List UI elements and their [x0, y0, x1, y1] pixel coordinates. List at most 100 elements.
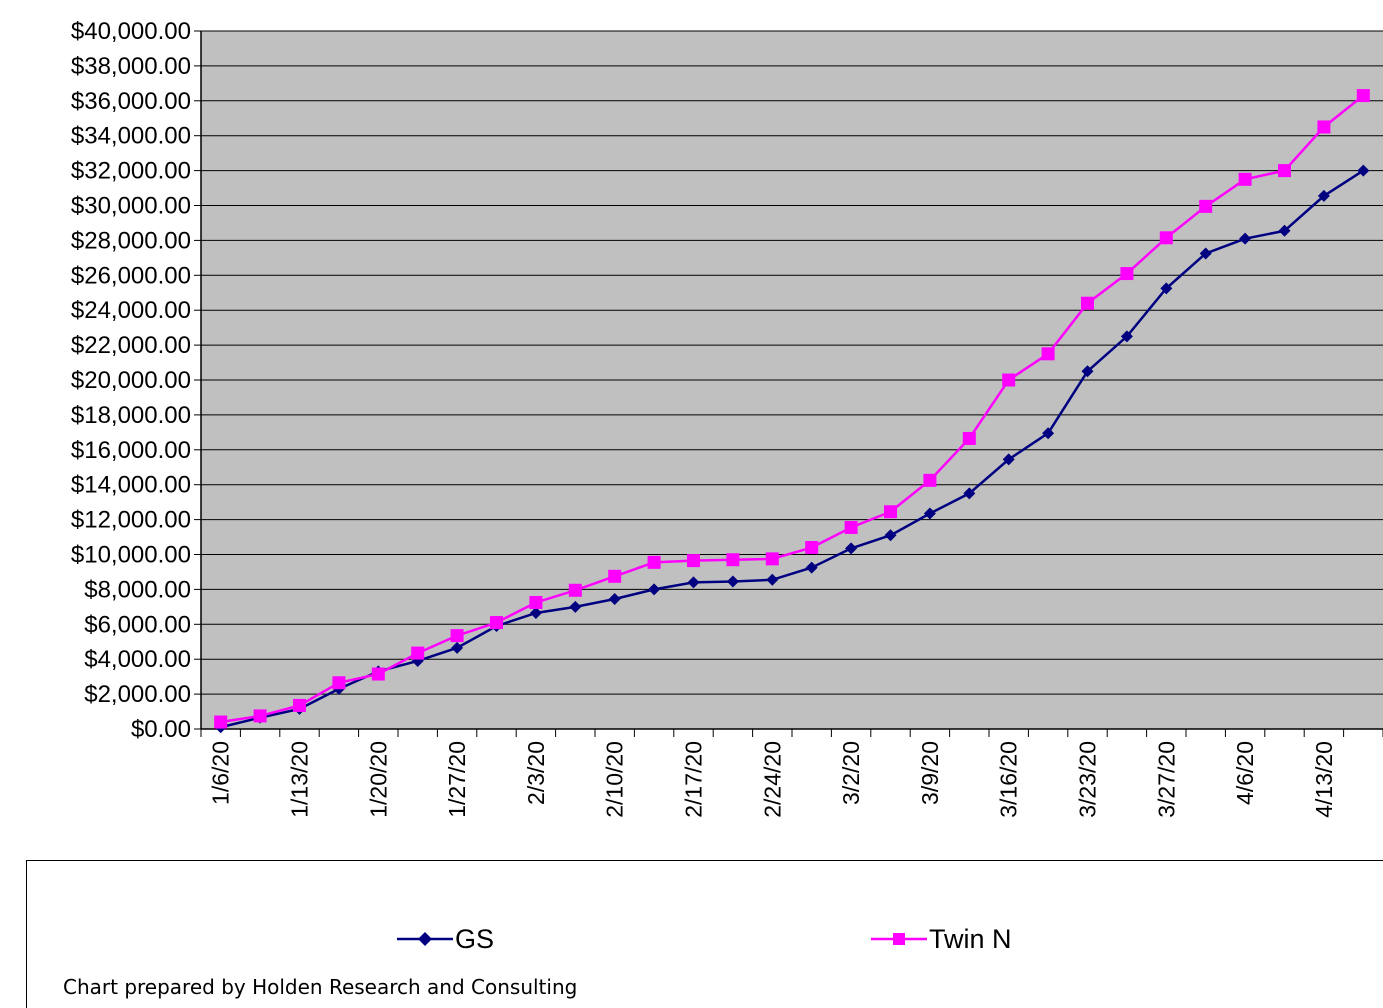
data-point-twin-n [253, 709, 267, 723]
data-point-gs [451, 641, 464, 654]
y-tick-label: $36,000.00 [71, 88, 191, 115]
data-point-gs [648, 583, 661, 596]
data-point-twin-n [371, 667, 385, 681]
data-point-twin-n [726, 553, 740, 567]
legend-item-twin-n: Twin N [869, 924, 1012, 954]
y-tick-label: $24,000.00 [71, 297, 191, 324]
data-point-twin-n [214, 715, 228, 729]
data-point-twin-n [1238, 172, 1252, 186]
legend-twin-n-label: Twin N [929, 923, 1012, 954]
data-point-twin-n [1199, 199, 1213, 213]
y-tick-label: $40,000.00 [71, 18, 191, 45]
y-tick-label: $30,000.00 [71, 193, 191, 220]
line-chart: $0.00 $2,000.00 $4,000.00 $6,000.00 $8,000.0… [71, 18, 1383, 818]
y-tick-label: $2,000.00 [84, 681, 191, 708]
data-point-twin-n [1081, 296, 1094, 310]
y-tick-label: $16,000.00 [71, 437, 191, 464]
data-point-gs [963, 487, 976, 500]
y-tick-label: $32,000.00 [71, 158, 191, 185]
y-tick-label: $34,000.00 [71, 123, 191, 150]
data-point-twin-n [687, 554, 700, 568]
data-point-twin-n [1041, 347, 1055, 361]
x-tick-label: 3/23/20 [1075, 741, 1101, 818]
y-tick-label: $38,000.00 [71, 53, 191, 80]
y-tick-label: $8,000.00 [84, 576, 191, 603]
data-point-twin-n [529, 595, 543, 609]
data-point-twin-n [608, 569, 622, 583]
x-tick-label: 2/10/20 [602, 741, 628, 818]
data-point-gs [569, 600, 582, 613]
data-point-gs [608, 592, 621, 605]
x-tick-label: 3/16/20 [996, 741, 1022, 818]
x-tick-label: 1/20/20 [365, 741, 391, 818]
data-point-twin-n [1278, 164, 1291, 178]
x-tick-label: 2/24/20 [759, 741, 785, 818]
data-point-twin-n [1159, 231, 1173, 245]
x-tick-label: 3/9/20 [917, 741, 943, 805]
y-tick-label: $12,000.00 [71, 507, 191, 534]
data-point-twin-n [647, 555, 661, 569]
data-point-twin-n [884, 505, 897, 519]
data-point-gs [1278, 224, 1291, 237]
data-point-gs [1002, 453, 1015, 466]
data-point-twin-n [844, 520, 858, 534]
data-point-twin-n [490, 616, 503, 630]
data-point-gs [923, 507, 936, 520]
x-tick-label: 1/27/20 [444, 741, 470, 818]
data-point-gs [1239, 232, 1252, 245]
data-point-twin-n [923, 473, 937, 487]
data-point-twin-n [1317, 120, 1331, 134]
data-point-twin-n [765, 552, 779, 566]
x-tick-label: 2/17/20 [681, 741, 707, 818]
x-tick-label: 2/3/20 [523, 741, 549, 805]
series-line-gs [220, 169, 1364, 729]
y-tick-label: $22,000.00 [71, 332, 191, 359]
legend-box: GS Twin N Chart prepared by Holden Resea… [26, 860, 1383, 1008]
x-tick-label: 4/6/20 [1232, 741, 1258, 805]
data-point-gs [1160, 282, 1173, 295]
series-line-twin-n [220, 94, 1365, 724]
data-point-gs [687, 576, 700, 589]
data-point-twin-n [411, 646, 425, 660]
data-point-twin-n [962, 431, 976, 445]
y-tick-label: $28,000.00 [71, 227, 191, 254]
data-point-gs [1081, 365, 1094, 378]
data-point-gs [766, 573, 779, 586]
data-point-gs [529, 606, 542, 619]
data-point-twin-n [450, 629, 464, 643]
y-tick-label: $10,000.00 [71, 542, 191, 569]
data-point-gs [805, 561, 818, 574]
y-tick-label: $6,000.00 [84, 611, 191, 638]
y-tick-label: $20,000.00 [71, 367, 191, 394]
data-point-gs [726, 575, 739, 588]
x-tick-label: 1/6/20 [208, 741, 234, 805]
y-tick-label: $26,000.00 [71, 262, 191, 289]
data-point-twin-n [1120, 267, 1134, 281]
data-point-twin-n [332, 676, 346, 690]
data-point-twin-n [293, 698, 306, 712]
legend-twin-n-swatch [871, 933, 927, 945]
x-tick-label: 3/2/20 [838, 741, 864, 805]
chart-credit: Chart prepared by Holden Research and Co… [63, 975, 578, 999]
data-point-gs [1120, 330, 1133, 343]
data-point-gs [1357, 164, 1370, 177]
legend-item-gs: GS [395, 924, 494, 954]
data-point-twin-n [1356, 89, 1370, 103]
data-point-gs [845, 542, 858, 555]
y-tick-label: $18,000.00 [71, 402, 191, 429]
data-point-twin-n [568, 583, 582, 597]
data-point-gs [1317, 189, 1330, 202]
x-tick-label: 4/13/20 [1311, 741, 1337, 818]
x-tick-label: 3/27/20 [1153, 741, 1179, 818]
y-tick-label: $14,000.00 [71, 472, 191, 499]
y-tick-label: $4,000.00 [84, 646, 191, 673]
data-point-gs [884, 529, 897, 542]
data-point-gs [1042, 427, 1055, 440]
legend-gs-label: GS [455, 923, 495, 954]
x-tick-label: 1/13/20 [287, 741, 313, 818]
y-tick-label: $0.00 [131, 716, 191, 743]
data-point-twin-n [1002, 373, 1016, 387]
legend-gs-swatch [397, 932, 453, 946]
data-point-gs [1199, 247, 1212, 260]
